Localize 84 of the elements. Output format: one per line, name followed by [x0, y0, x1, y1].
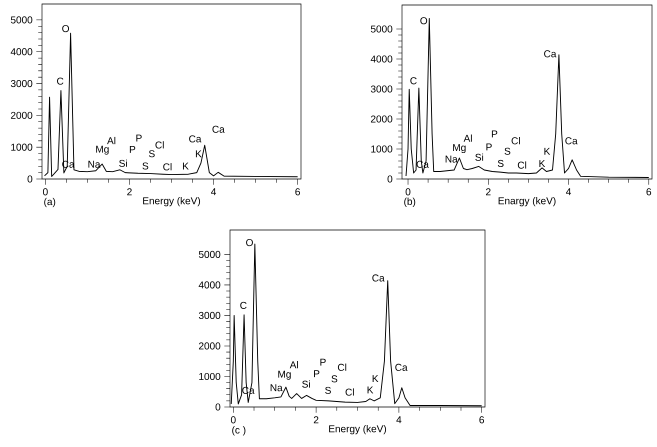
annotation: O — [62, 25, 70, 32]
x-tick-label: 6 — [295, 188, 300, 196]
annotation: Cl — [518, 161, 526, 169]
annotation: Al — [107, 136, 116, 144]
annotation: Ca — [544, 50, 556, 58]
x-tick-label: 0 — [230, 416, 236, 424]
annotation: P — [486, 144, 492, 150]
annotation: K — [372, 375, 378, 382]
x-tick-label: 2 — [127, 188, 132, 196]
y-tick-label: 3000 — [370, 85, 392, 93]
y-tick-label: 4000 — [198, 281, 220, 288]
annotation: P — [136, 134, 142, 142]
y-tick-label: 0 — [388, 175, 392, 183]
annotation: Cl — [346, 388, 354, 396]
annotation: Cl — [338, 364, 346, 371]
x-tick-label: 2 — [314, 416, 318, 424]
annotation: K — [196, 150, 202, 158]
annotation: Ca — [372, 274, 385, 282]
annotation: Mg — [453, 144, 466, 154]
y-tick-label: 0 — [216, 403, 220, 411]
annotation: Ca — [395, 364, 408, 371]
annotation: S — [504, 148, 510, 155]
annotation: S — [498, 160, 504, 167]
annotation: C — [240, 302, 247, 309]
x-tick-label: 0 — [406, 188, 410, 196]
y-tick-label: 5000 — [10, 16, 32, 24]
annotation: O — [420, 17, 428, 24]
annotation: S — [142, 162, 148, 170]
annotation: K — [368, 386, 374, 394]
annotation: P — [130, 146, 136, 153]
x-tick-label: 2 — [486, 188, 491, 196]
annotation: Na — [270, 384, 283, 392]
y-tick-label: 4000 — [370, 55, 392, 63]
annotation: Na — [446, 156, 458, 163]
y-tick-label: 2000 — [198, 342, 220, 350]
annotation: Mg — [278, 370, 291, 380]
annotation: Ca — [212, 126, 225, 133]
annotation: Si — [119, 160, 127, 167]
y-tick-label: 1000 — [199, 372, 220, 380]
y-tick-label: 5000 — [198, 250, 220, 258]
y-tick-label: 2000 — [10, 112, 32, 119]
annotation: K — [539, 160, 546, 167]
annotation: P — [492, 130, 498, 138]
x-axis-title: Enargy (keV) — [498, 196, 556, 206]
x-axis-title: Energy (keV) — [329, 424, 386, 434]
annotation: Cl — [163, 163, 172, 170]
annotation: C — [410, 77, 417, 84]
annotation: O — [246, 239, 253, 246]
annotation: S — [148, 150, 155, 158]
annotation: Cl — [155, 141, 164, 149]
y-tick-label: 3000 — [198, 312, 220, 319]
text: (b) — [404, 198, 416, 207]
annotation: Mg — [96, 146, 109, 155]
x-tick-label: 0 — [42, 188, 48, 196]
y-tick-label: 3000 — [10, 80, 32, 88]
y-tick-label: 5000 — [370, 25, 392, 33]
annotation: C — [57, 78, 64, 85]
annotation: Na — [88, 160, 100, 168]
annotation: Al — [290, 360, 298, 368]
x-tick-label: 4 — [396, 416, 402, 424]
x-tick-label: 4 — [210, 188, 216, 196]
y-tick-label: 2000 — [370, 115, 392, 123]
x-tick-label: 4 — [566, 188, 572, 196]
text: (a) — [44, 198, 56, 208]
annotation: Al — [464, 134, 472, 142]
x-tick-label: 6 — [646, 188, 652, 196]
annotation: S — [332, 375, 338, 382]
x-axis-title: Energy (keV) — [143, 196, 200, 206]
annotation: S — [325, 386, 331, 394]
annotation: Ca — [565, 137, 578, 144]
y-tick-label: 1000 — [11, 144, 32, 151]
annotation: Ca — [189, 135, 202, 142]
annotation: P — [314, 370, 320, 378]
y-tick-label: 4000 — [10, 48, 32, 56]
annotation: Si — [475, 154, 484, 161]
x-tick-label: 6 — [479, 416, 484, 424]
annotation: K — [182, 162, 189, 170]
annotation: Si — [302, 380, 310, 388]
annotation: Cl — [512, 137, 520, 144]
text: (c ) — [232, 426, 246, 436]
annotation: K — [544, 148, 550, 155]
y-tick-label: 0 — [28, 175, 32, 183]
annotation: P — [320, 358, 326, 366]
y-tick-label: 1000 — [371, 145, 392, 153]
